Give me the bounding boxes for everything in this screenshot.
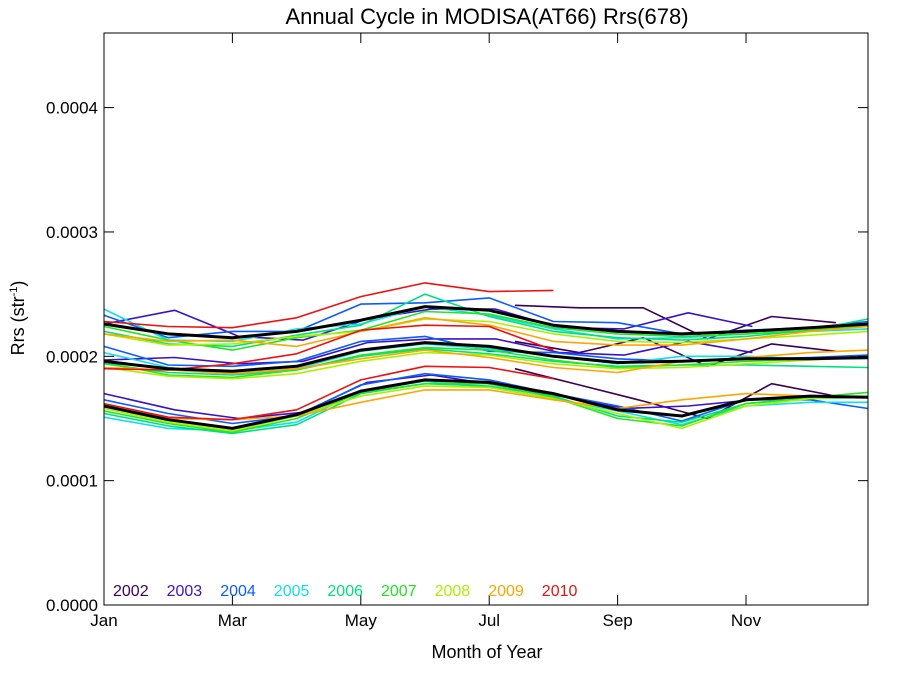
legend: 2002 2003 2004 2005 2006 2007 2008 2009 2010 [113,583,577,600]
series-2006-line-1 [103,347,869,376]
series-2008-line-1 [103,351,869,380]
y-axis-title-main: Rrs (str [8,296,28,355]
chart-title: Annual Cycle in MODISA(AT66) Rrs(678) [285,4,688,29]
series-2002-line-2 [514,367,837,420]
x-tick-label-0: Jan [90,611,117,630]
y-axis-title-sup: -1 [8,287,20,297]
series-2005-line-2 [103,380,868,432]
y-tick-label-4: 0.0004 [46,99,98,118]
x-tick-label-3: Jul [478,611,500,630]
series-mean-line-1 [103,341,869,373]
y-axis-title: Rrs (str-1) [8,281,28,356]
series-2010-line-0 [103,282,554,329]
x-tick-label-4: Sep [602,611,632,630]
x-axis: Jan Mar May Jul Sep Nov [90,33,762,630]
legend-item-2006: 2006 [327,583,363,600]
series-2010-line-2 [103,365,554,421]
legend-item-2004: 2004 [220,583,256,600]
legend-item-2005: 2005 [274,583,310,600]
series-2003-line-1 [103,338,753,365]
y-tick-label-2: 0.0002 [46,347,98,366]
plot-frame [103,32,869,606]
x-tick-label-5: Nov [731,611,762,630]
x-tick-label-2: May [345,611,378,630]
x-tick-label-1: Mar [218,611,248,630]
y-axis: 0.0000 0.0001 0.0002 0.0003 0.0004 [46,99,868,615]
series-mean-line-2 [103,378,869,430]
series-2006-line-0 [103,293,869,348]
legend-item-2003: 2003 [167,583,203,600]
legend-item-2008: 2008 [435,583,471,600]
y-axis-title-close: ) [8,281,28,287]
y-tick-label-0: 0.0000 [46,596,98,615]
y-tick-label-1: 0.0001 [46,472,98,491]
series-mean-line-0 [103,305,869,340]
legend-item-2009: 2009 [488,583,524,600]
y-tick-label-3: 0.0003 [46,223,98,242]
plot-lines [103,282,869,435]
series-2008-line-2 [103,385,869,432]
series-2002-line-0 [514,304,836,340]
legend-item-2010: 2010 [542,583,578,600]
series-2009-line-0 [103,316,869,348]
series-2007-line-2 [103,382,869,434]
legend-item-2002: 2002 [113,583,149,600]
x-axis-title: Month of Year [431,642,542,662]
legend-item-2007: 2007 [381,583,417,600]
series-2002-line-1 [514,336,836,368]
series-2007-line-0 [103,310,869,351]
series-2007-line-1 [103,346,869,379]
